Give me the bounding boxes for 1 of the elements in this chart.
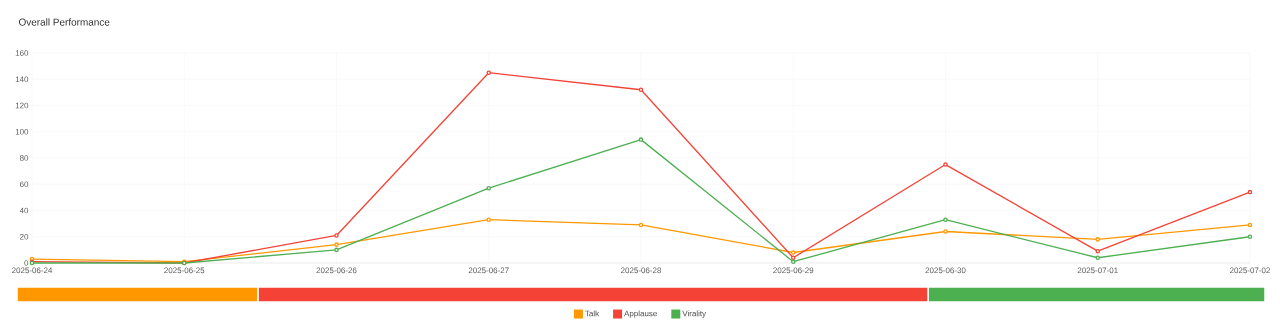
chart-title: Overall Performance	[18, 18, 110, 26]
